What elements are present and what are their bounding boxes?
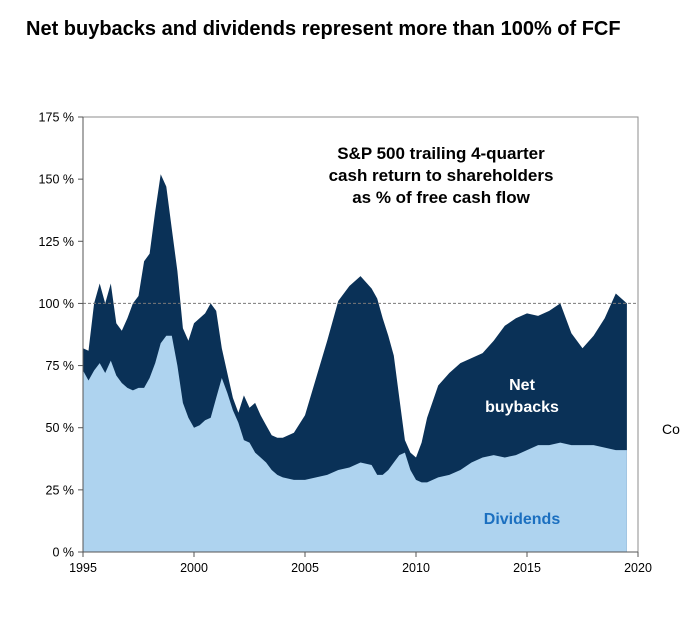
net-buybacks-label-line-1: Net [509,377,535,394]
y-tick-label: 150 % [39,173,74,187]
y-tick-label: 75 % [46,359,75,373]
y-tick-label: 0 % [52,546,74,560]
chart-title-line-2: cash return to shareholders [329,166,554,185]
x-tick-label: 2000 [180,561,208,575]
chart-title-line-3: as % of free cash flow [352,188,530,207]
x-tick-label: 2005 [291,561,319,575]
chart-title-line-1: S&P 500 trailing 4-quarter [337,144,545,163]
cropped-side-text: Co [662,421,680,437]
net-buybacks-label-line-2: buybacks [485,399,559,416]
y-tick-label: 100 % [39,297,74,311]
y-tick-label: 25 % [46,483,75,497]
x-tick-label: 2015 [513,561,541,575]
dividends-area [83,335,627,552]
dividends-label: Dividends [484,511,561,528]
x-tick-label: 2010 [402,561,430,575]
y-tick-label: 125 % [39,235,74,249]
x-tick-label: 2020 [624,561,652,575]
y-tick-label: 175 % [39,111,74,125]
y-tick-label: 50 % [46,421,75,435]
x-tick-label: 1995 [69,561,97,575]
page-title: Net buybacks and dividends represent mor… [26,18,621,40]
